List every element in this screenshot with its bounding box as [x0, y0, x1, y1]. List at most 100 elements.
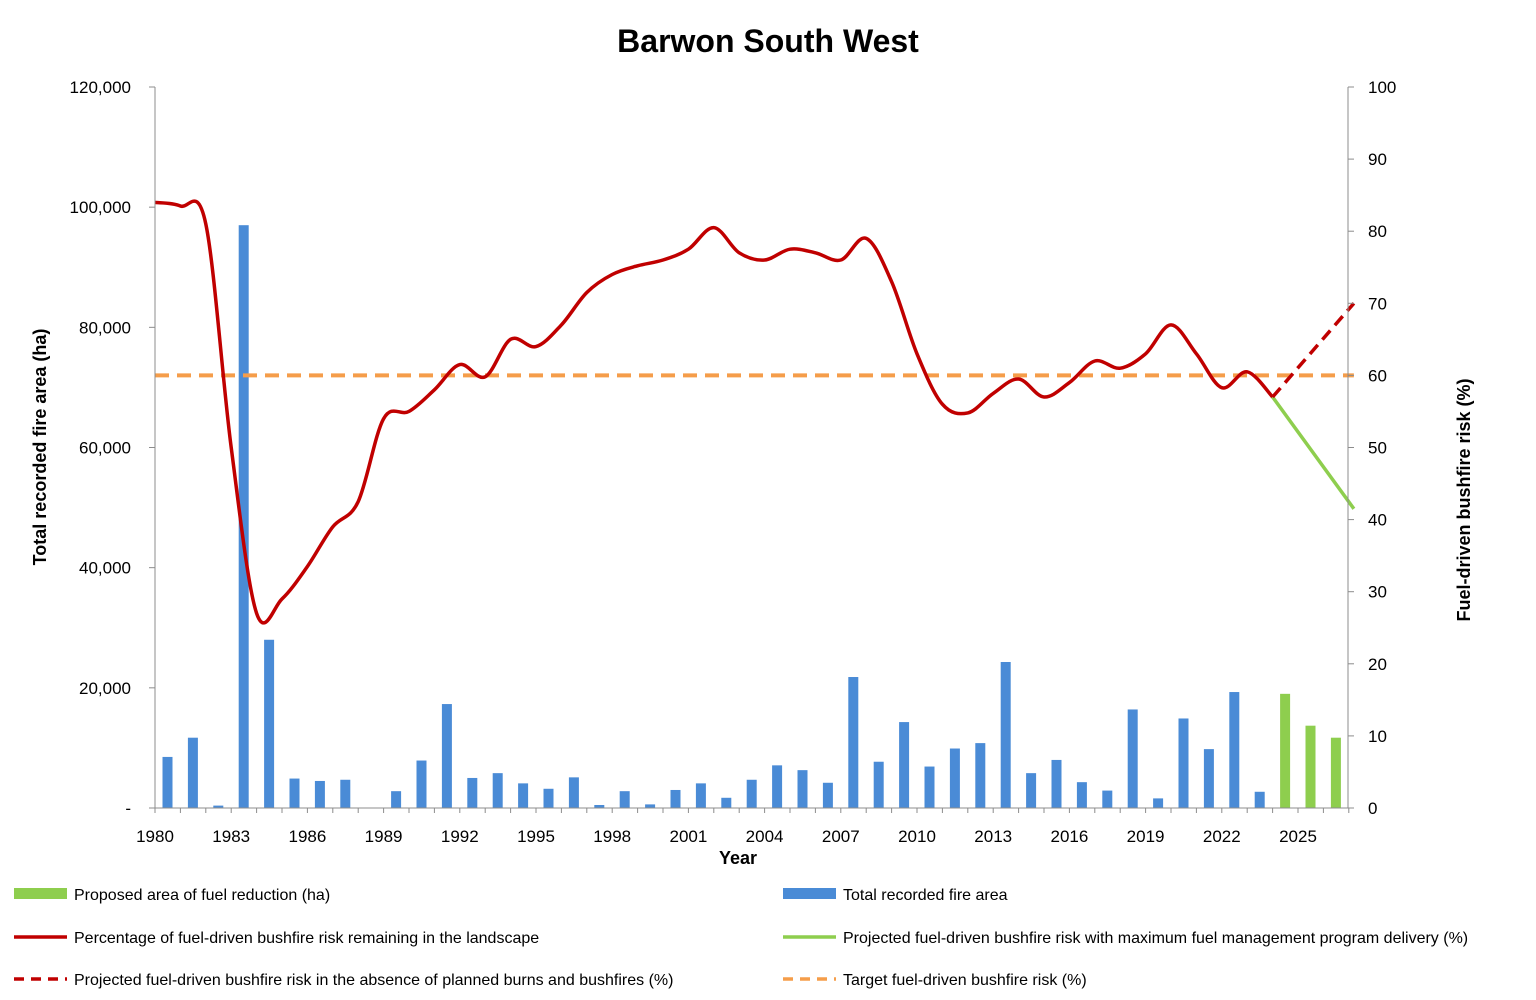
- x-tick-label: 2019: [1127, 827, 1165, 846]
- fire-area-bar: [213, 805, 224, 808]
- fire-area-bar: [1178, 718, 1189, 808]
- fire-area-bar: [1254, 791, 1265, 808]
- fire-area-bar: [670, 789, 681, 808]
- fire-area-bar: [848, 677, 859, 808]
- y-right-tick-label: 80: [1368, 222, 1387, 241]
- legend-label: Projected fuel-driven bushfire risk with…: [843, 930, 1468, 947]
- y-left-tick-label: 20,000: [79, 679, 131, 698]
- fire-area-bar: [645, 804, 656, 808]
- fuel-reduction-bar: [1280, 693, 1291, 808]
- x-axis-title: Year: [719, 848, 757, 868]
- y-right-tick-label: 70: [1368, 294, 1387, 313]
- fire-area-bar: [340, 779, 351, 808]
- y-right-tick-label: 10: [1368, 727, 1387, 746]
- fire-area-bar: [162, 756, 173, 808]
- fire-area-bar: [797, 770, 808, 808]
- x-tick-label: 1992: [441, 827, 479, 846]
- fire-area-bar: [1153, 798, 1164, 808]
- fire-area-bar: [899, 722, 910, 808]
- fire-area-bar: [568, 777, 579, 808]
- y-left-tick-label: 120,000: [70, 78, 131, 97]
- fire-area-bar: [1026, 773, 1037, 808]
- y-left-tick-label: 100,000: [70, 198, 131, 217]
- legend-label: Total recorded fire area: [843, 887, 1008, 904]
- x-tick-label: 2013: [974, 827, 1012, 846]
- fire-area-bar: [264, 639, 275, 808]
- fire-area-bar: [1051, 759, 1062, 808]
- legend-label: Proposed area of fuel reduction (ha): [74, 887, 330, 904]
- y-right-axis-title: Fuel-driven bushfire risk (%): [1454, 378, 1474, 621]
- fire-area-bar: [1000, 661, 1011, 808]
- fire-area-bar: [1076, 782, 1087, 808]
- fuel-reduction-bar: [1305, 725, 1316, 808]
- fire-area-bar: [746, 779, 757, 808]
- fire-area-bar: [695, 783, 706, 808]
- projected-no-burns-line: [1271, 302, 1356, 399]
- fire-area-bar: [289, 778, 300, 808]
- chart-title: Barwon South West: [617, 23, 919, 59]
- y-left-tick-label: 80,000: [79, 318, 131, 337]
- x-tick-label: 2022: [1203, 827, 1241, 846]
- x-tick-label: 1998: [593, 827, 631, 846]
- fire-area-bar: [391, 791, 402, 808]
- x-tick-label: 1986: [288, 827, 326, 846]
- y-right-tick-label: 40: [1368, 511, 1387, 530]
- fire-area-bar: [975, 743, 986, 808]
- fuel-reduction-bar: [1330, 737, 1341, 808]
- fire-area-bar: [949, 748, 960, 808]
- x-tick-label: 2016: [1050, 827, 1088, 846]
- y-left-tick-label: -: [125, 799, 131, 818]
- y-right-tick-label: 20: [1368, 655, 1387, 674]
- x-tick-label: 2025: [1279, 827, 1317, 846]
- fire-area-bar: [1203, 749, 1214, 808]
- y-right-tick-label: 50: [1368, 439, 1387, 458]
- risk-remaining-line: [154, 199, 1274, 625]
- x-tick-label: 1983: [212, 827, 250, 846]
- y-right-tick-label: 100: [1368, 78, 1396, 97]
- x-tick-label: 1995: [517, 827, 555, 846]
- y-left-axis-title: Total recorded fire area (ha): [30, 329, 50, 566]
- y-left-tick-label: 60,000: [79, 439, 131, 458]
- fire-area-bar: [314, 780, 325, 808]
- legend-label: Projected fuel-driven bushfire risk in t…: [74, 972, 673, 989]
- projected-max-program-line: [1271, 396, 1356, 510]
- x-tick-label: 2001: [669, 827, 707, 846]
- fire-area-bar: [619, 791, 630, 808]
- legend-swatch-bar: [14, 888, 67, 899]
- fire-area-bar: [543, 788, 554, 808]
- y-right-tick-label: 30: [1368, 583, 1387, 602]
- fire-area-bar: [1102, 790, 1113, 808]
- fire-area-bar: [467, 777, 478, 808]
- axes-layer: - 20,000 40,000 60,000 80,000 100,000 120,000 0…: [70, 78, 1397, 846]
- x-tick-label: 1989: [365, 827, 403, 846]
- legend-swatch-bar: [783, 888, 836, 899]
- fire-area-bar: [1229, 692, 1240, 808]
- fire-area-bar: [492, 773, 503, 808]
- fire-area-bar: [416, 760, 427, 808]
- legend-label: Percentage of fuel-driven bushfire risk …: [74, 930, 539, 947]
- y-right-tick-label: 0: [1368, 799, 1377, 818]
- y-left-tick-label: 40,000: [79, 559, 131, 578]
- fire-area-bar: [924, 766, 935, 808]
- fire-area-bar: [518, 783, 529, 808]
- fire-area-bar: [822, 782, 833, 808]
- fire-area-bar: [1127, 709, 1138, 808]
- y-right-tick-label: 60: [1368, 366, 1387, 385]
- lines-layer: [154, 199, 1356, 625]
- fire-area-bar: [441, 704, 452, 808]
- x-tick-label: 1980: [136, 827, 174, 846]
- fire-area-bar: [594, 804, 605, 808]
- x-tick-label: 2010: [898, 827, 936, 846]
- fire-area-bar: [187, 737, 198, 808]
- bars-layer: [162, 225, 1341, 809]
- fire-area-bar: [873, 761, 884, 808]
- fire-area-bar: [238, 225, 249, 809]
- x-tick-label: 2004: [746, 827, 784, 846]
- fire-area-bar: [721, 797, 732, 808]
- y-right-tick-label: 90: [1368, 150, 1387, 169]
- plot-area: - 20,000 40,000 60,000 80,000 100,000 120,000 0…: [70, 78, 1397, 846]
- legend-label: Target fuel-driven bushfire risk (%): [843, 972, 1087, 989]
- x-tick-label: 2007: [822, 827, 860, 846]
- fire-area-bar: [772, 765, 783, 808]
